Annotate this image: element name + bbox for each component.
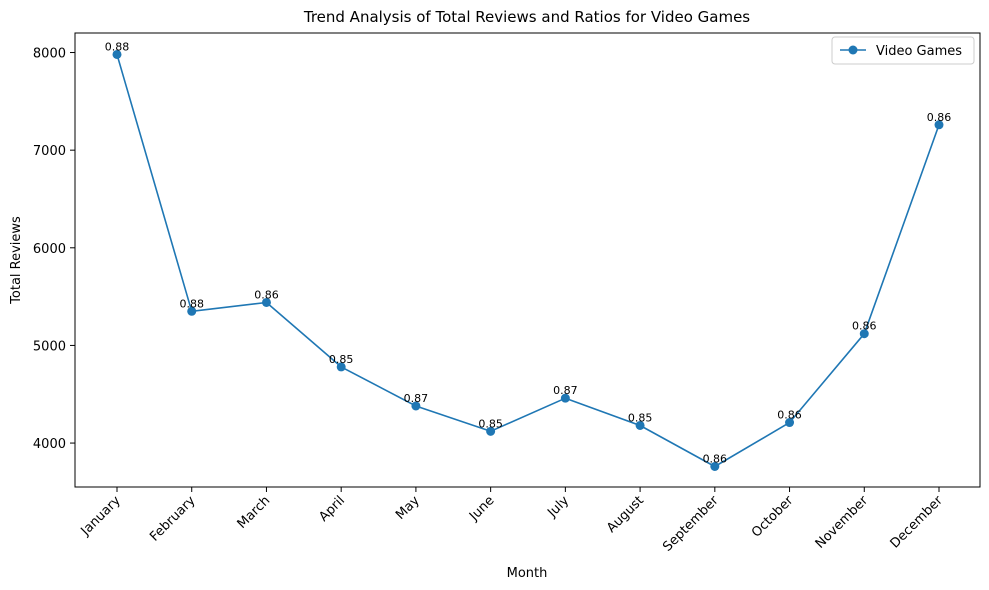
data-label: 0.87 (553, 384, 578, 397)
legend: Video Games (831, 36, 975, 65)
series-line-video-games (116, 54, 940, 468)
data-label: 0.86 (852, 320, 877, 333)
data-label: 0.85 (478, 417, 503, 430)
plot-frame (74, 32, 981, 488)
data-label: 0.88 (179, 297, 204, 310)
data-label: 0.85 (329, 353, 354, 366)
y-tick-label: 6000 (33, 242, 66, 257)
data-point (785, 418, 795, 428)
data-label: 0.88 (105, 40, 130, 53)
data-point (486, 426, 496, 436)
legend-box (831, 36, 975, 65)
data-label: 0.87 (404, 392, 429, 405)
chart-title: Trend Analysis of Total Reviews and Rati… (303, 8, 750, 26)
data-label: 0.85 (628, 411, 653, 424)
y-tick-label: 4000 (33, 437, 66, 452)
legend-entry-video-games: Video Games (876, 44, 962, 59)
y-tick-label: 7000 (33, 144, 66, 159)
data-point (934, 120, 944, 130)
data-point (336, 362, 346, 372)
data-label-layer: 0.88 0.88 0.86 0.85 0.87 0.85 0.87 0.85 0.86 0.86… (105, 40, 952, 465)
data-label: 0.86 (927, 111, 952, 124)
data-point (635, 420, 645, 430)
legend-marker-swatch (848, 45, 858, 55)
data-point (710, 461, 720, 471)
data-point (112, 49, 122, 59)
x-axis-label: Month (507, 566, 548, 581)
data-label: 0.86 (254, 288, 279, 301)
data-point (560, 393, 570, 403)
y-tick-label: 5000 (33, 339, 66, 354)
y-tick-label: 8000 (33, 47, 66, 62)
data-label: 0.86 (703, 452, 728, 465)
data-point (859, 329, 869, 339)
data-point (411, 401, 421, 411)
data-point (187, 306, 197, 316)
y-axis: 4000 5000 6000 7000 8000 (33, 47, 75, 452)
y-axis-label: Total Reviews (9, 216, 24, 305)
data-point (261, 297, 271, 307)
data-label: 0.86 (777, 409, 802, 422)
series-layer (112, 49, 944, 471)
